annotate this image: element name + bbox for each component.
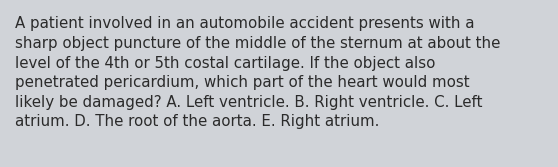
Text: A patient involved in an automobile accident presents with a
sharp object punctu: A patient involved in an automobile acci… (16, 16, 501, 129)
